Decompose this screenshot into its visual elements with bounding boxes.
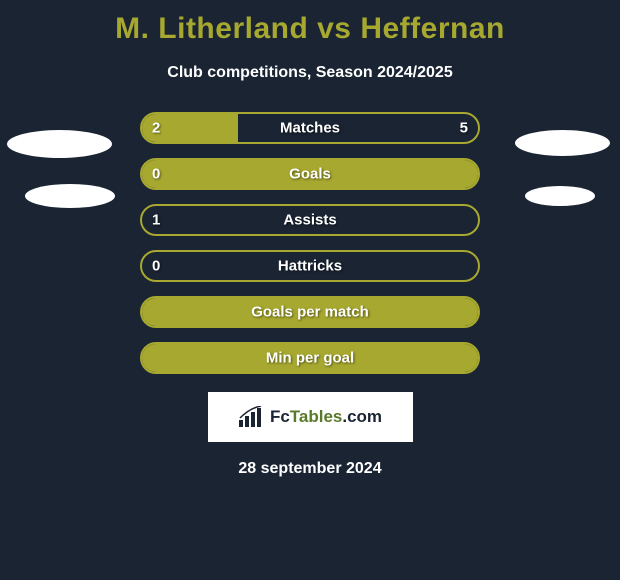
comparison-title: M. Litherland vs Heffernan <box>0 0 620 46</box>
stat-bar-assists: 1 Assists <box>140 204 480 236</box>
date-footer: 28 september 2024 <box>0 460 620 478</box>
stat-label: Goals <box>142 166 478 183</box>
season-subtitle: Club competitions, Season 2024/2025 <box>0 64 620 82</box>
player-indicator-right-2 <box>525 186 595 206</box>
logo-suffix: .com <box>342 407 382 426</box>
logo-prefix: Fc <box>270 407 290 426</box>
chart-icon <box>238 406 264 428</box>
stat-label: Assists <box>142 212 478 229</box>
player-indicator-left-1 <box>7 130 112 158</box>
stat-label: Min per goal <box>142 350 478 367</box>
stat-bar-min-per-goal: Min per goal <box>140 342 480 374</box>
stats-chart: 2 Matches 5 0 Goals 1 Assists 0 Hattrick… <box>0 112 620 372</box>
stat-bar-hattricks: 0 Hattricks <box>140 250 480 282</box>
stat-value-right: 5 <box>460 120 468 137</box>
fctables-logo: FcTables.com <box>208 392 413 442</box>
stat-label: Matches <box>142 120 478 137</box>
stat-bar-goals-per-match: Goals per match <box>140 296 480 328</box>
player-indicator-right-1 <box>515 130 610 156</box>
stat-label: Hattricks <box>142 258 478 275</box>
player-indicator-left-2 <box>25 184 115 208</box>
stat-bars-container: 2 Matches 5 0 Goals 1 Assists 0 Hattrick… <box>140 112 480 388</box>
logo-main: Tables <box>290 407 343 426</box>
stat-label: Goals per match <box>142 304 478 321</box>
stat-bar-goals: 0 Goals <box>140 158 480 190</box>
logo-text: FcTables.com <box>270 407 382 427</box>
stat-bar-matches: 2 Matches 5 <box>140 112 480 144</box>
